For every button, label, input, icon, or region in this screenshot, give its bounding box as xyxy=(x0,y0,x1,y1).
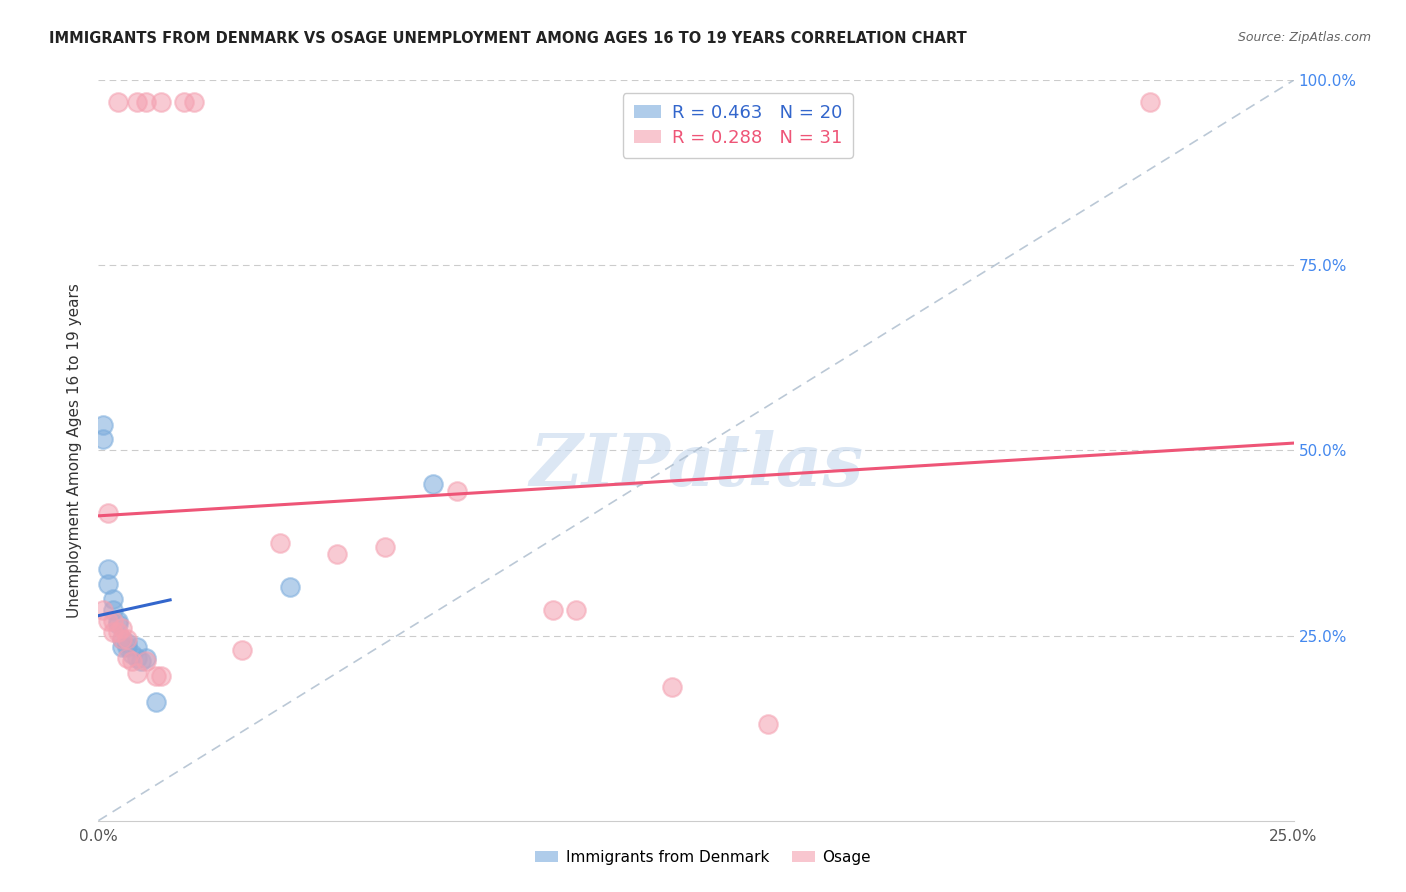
Point xyxy=(97,507,120,521)
Point xyxy=(125,650,148,665)
Point xyxy=(107,614,129,628)
Point xyxy=(115,632,138,647)
Point xyxy=(145,695,167,709)
Point xyxy=(269,536,291,550)
Point xyxy=(125,665,148,680)
Point xyxy=(121,647,143,661)
Point xyxy=(149,669,172,683)
Point xyxy=(111,621,134,635)
Point xyxy=(135,655,157,669)
Text: ZIPatlas: ZIPatlas xyxy=(529,430,863,500)
Point xyxy=(135,95,157,110)
Point xyxy=(101,591,124,606)
Point xyxy=(278,581,301,595)
Point xyxy=(91,602,114,616)
Point xyxy=(183,95,205,110)
Point xyxy=(97,614,120,628)
Point xyxy=(756,717,779,731)
Point xyxy=(149,95,172,110)
Point xyxy=(661,681,683,695)
Point xyxy=(91,433,114,447)
Point xyxy=(1139,95,1161,110)
Point xyxy=(111,632,134,647)
Point xyxy=(125,95,148,110)
Point xyxy=(97,562,120,576)
Point xyxy=(374,540,396,554)
Point xyxy=(97,576,120,591)
Point xyxy=(135,650,157,665)
Point xyxy=(91,417,114,432)
Y-axis label: Unemployment Among Ages 16 to 19 years: Unemployment Among Ages 16 to 19 years xyxy=(66,283,82,618)
Point xyxy=(125,640,148,654)
Point xyxy=(107,624,129,639)
Point xyxy=(101,602,124,616)
Legend: R = 0.463   N = 20, R = 0.288   N = 31: R = 0.463 N = 20, R = 0.288 N = 31 xyxy=(623,93,853,158)
Point xyxy=(121,655,143,669)
Point xyxy=(107,95,129,110)
Point xyxy=(446,484,468,499)
Text: Source: ZipAtlas.com: Source: ZipAtlas.com xyxy=(1237,31,1371,45)
Point xyxy=(565,602,588,616)
Point xyxy=(111,632,134,647)
Point xyxy=(173,95,195,110)
Point xyxy=(145,669,167,683)
Point xyxy=(101,624,124,639)
Point xyxy=(111,640,134,654)
Point xyxy=(115,650,138,665)
Point xyxy=(115,636,138,650)
Point xyxy=(231,643,253,657)
Point xyxy=(131,655,153,669)
Point xyxy=(541,602,564,616)
Point xyxy=(101,614,124,628)
Point xyxy=(422,476,444,491)
Point xyxy=(326,547,349,561)
Point xyxy=(107,617,129,632)
Legend: Immigrants from Denmark, Osage: Immigrants from Denmark, Osage xyxy=(529,844,877,871)
Point xyxy=(115,640,138,654)
Text: IMMIGRANTS FROM DENMARK VS OSAGE UNEMPLOYMENT AMONG AGES 16 TO 19 YEARS CORRELAT: IMMIGRANTS FROM DENMARK VS OSAGE UNEMPLO… xyxy=(49,31,967,46)
